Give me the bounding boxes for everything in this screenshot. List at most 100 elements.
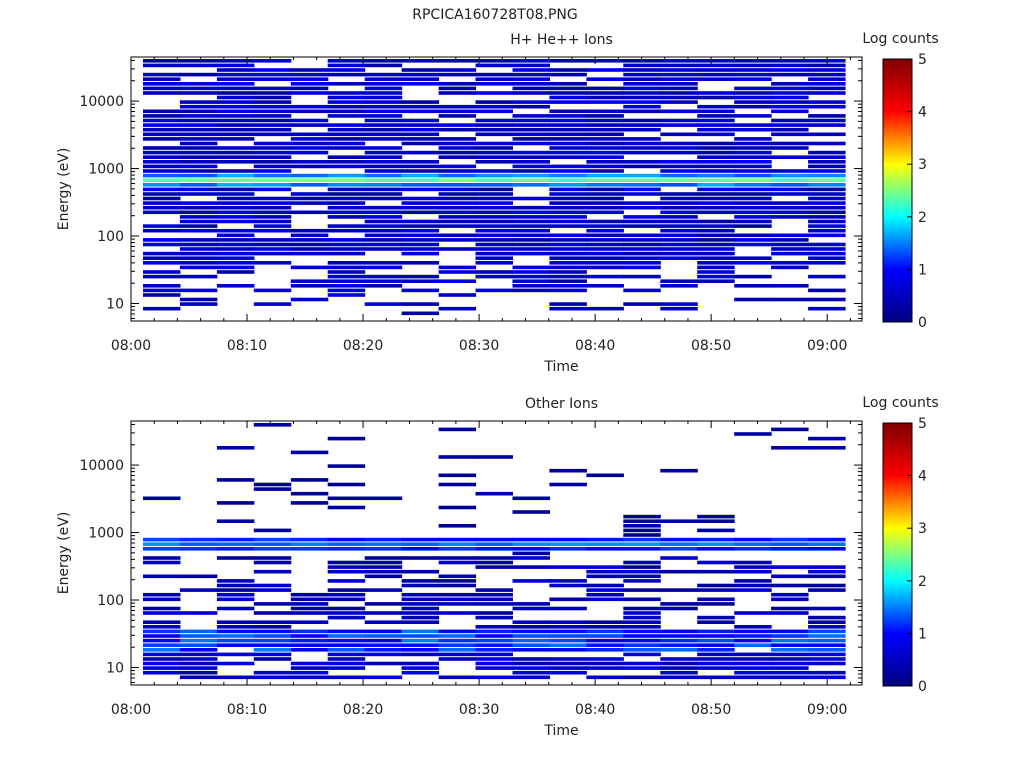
heatmap-cell (179, 547, 218, 551)
heatmap-cell (216, 256, 255, 260)
heatmap-cell (327, 261, 366, 265)
heatmap-cell (512, 274, 550, 279)
heatmap-cell (512, 634, 550, 638)
heatmap-cell (401, 160, 440, 164)
heatmap-cell (697, 91, 735, 95)
heatmap-cell (327, 537, 366, 542)
heatmap-cell (438, 155, 477, 159)
heatmap-cell (623, 205, 661, 210)
heatmap-cell (364, 302, 403, 306)
heatmap-cell (253, 95, 292, 100)
heatmap-cell (364, 123, 403, 127)
heatmap-cell (143, 652, 181, 657)
heatmap-cell (143, 574, 181, 579)
heatmap-cell (143, 242, 181, 247)
heatmap-cell (290, 164, 329, 169)
heatmap-cell (327, 657, 366, 661)
heatmap-cell (586, 178, 624, 182)
heatmap-cell (216, 215, 255, 219)
heatmap-cell (327, 592, 366, 597)
heatmap-cell (734, 72, 772, 77)
heatmap-cell (364, 265, 403, 270)
heatmap-cell (808, 77, 846, 81)
heatmap-cell (734, 201, 772, 205)
heatmap-cell (586, 109, 624, 114)
heatmap-cell (586, 155, 624, 159)
heatmap-cell (808, 661, 846, 666)
heatmap-cell (475, 219, 513, 224)
heatmap-cell (771, 657, 809, 661)
heatmap-cell (697, 114, 735, 118)
heatmap-cell (549, 261, 587, 265)
heatmap-cell (660, 542, 698, 546)
heatmap-cell (734, 164, 772, 169)
heatmap-cell (216, 104, 255, 109)
heatmap-cell (253, 196, 292, 201)
heatmap-cell (623, 247, 661, 251)
heatmap-cell (586, 77, 624, 81)
heatmap-cell (401, 666, 440, 670)
heatmap-cell (734, 100, 772, 104)
heatmap-cell (438, 137, 477, 141)
heatmap-cell (179, 675, 218, 680)
heatmap-cell (623, 569, 661, 574)
heatmap-cell (586, 95, 624, 100)
heatmap-cell (290, 104, 329, 109)
heatmap-cell (216, 77, 255, 81)
heatmap-cell (660, 606, 698, 611)
heatmap-cell (697, 279, 735, 283)
heatmap-cell (216, 173, 255, 178)
heatmap-cell (808, 606, 846, 611)
heatmap-cell (734, 183, 772, 187)
heatmap-cell (660, 537, 698, 542)
heatmap-cell (512, 620, 550, 624)
heatmap-cell (179, 109, 218, 114)
heatmap-cell (327, 95, 366, 100)
heatmap-cell (660, 91, 698, 95)
x-tick-label: 08:10 (227, 338, 267, 354)
heatmap-cell (586, 473, 624, 478)
heatmap-cell (401, 205, 440, 210)
heatmap-cell (660, 247, 698, 251)
heatmap-cell (771, 95, 809, 100)
heatmap-cell (549, 279, 587, 283)
heatmap-cell (549, 629, 587, 634)
heatmap-cell (697, 150, 735, 155)
heatmap-cell (808, 68, 846, 72)
heatmap-cell (216, 210, 255, 215)
heatmap-cell (808, 542, 846, 546)
heatmap-cell (734, 187, 772, 192)
heatmap-cell (179, 228, 218, 233)
heatmap-cell (660, 123, 698, 127)
heatmap-cell (216, 597, 255, 602)
heatmap-cell (475, 228, 513, 233)
heatmap-cell (549, 583, 587, 588)
heatmap-cell (327, 606, 366, 611)
heatmap-cell (401, 104, 440, 109)
heatmap-cell (179, 643, 218, 647)
heatmap-cell (586, 597, 624, 602)
heatmap-cell (290, 251, 329, 256)
heatmap-cell (143, 91, 181, 95)
heatmap-cell (179, 86, 218, 91)
heatmap-cell (623, 524, 661, 528)
heatmap-cell (253, 569, 292, 574)
heatmap-cell (401, 82, 440, 86)
panel-title: Other Ions (525, 396, 598, 412)
heatmap-cell (438, 104, 477, 109)
heatmap-cell (216, 242, 255, 247)
heatmap-cell (216, 91, 255, 95)
heatmap-cell (512, 114, 550, 118)
heatmap-cell (143, 77, 181, 81)
heatmap-cell (475, 238, 513, 242)
heatmap-cell (771, 86, 809, 91)
heatmap-cell (697, 201, 735, 205)
heatmap-cell (549, 141, 587, 146)
heatmap-cell (143, 205, 181, 210)
heatmap-cell (290, 141, 329, 146)
heatmap-cell (290, 77, 329, 81)
heatmap-cell (808, 643, 846, 647)
heatmap-cell (327, 293, 366, 297)
heatmap-cell (697, 583, 735, 588)
y-tick-label: 10 (106, 296, 124, 312)
